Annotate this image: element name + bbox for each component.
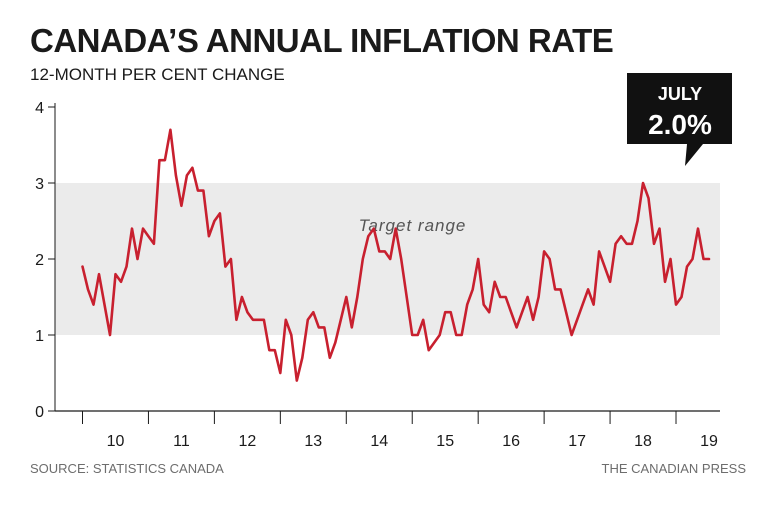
x-tick-label: 16 — [502, 433, 520, 450]
y-tick-label: 0 — [35, 404, 44, 421]
july-callout-box — [627, 73, 732, 166]
x-tick-label: 14 — [370, 433, 388, 450]
x-tick-label: 15 — [436, 433, 454, 450]
y-tick-label: 3 — [35, 176, 44, 193]
target-range-band — [55, 183, 720, 335]
callout-month: JULY — [658, 84, 702, 104]
x-tick-label: 19 — [700, 433, 718, 450]
x-tick-label: 11 — [173, 433, 190, 450]
y-tick-label: 1 — [35, 328, 44, 345]
y-tick-label: 4 — [35, 100, 44, 117]
chart-title: CANADA’S ANNUAL INFLATION RATE — [30, 22, 614, 59]
x-tick-label: 17 — [568, 433, 586, 450]
source-note: SOURCE: STATISTICS CANADA — [30, 461, 224, 476]
x-tick-label: 18 — [634, 433, 652, 450]
credit-note: THE CANADIAN PRESS — [601, 461, 746, 476]
x-tick-label: 12 — [238, 433, 256, 450]
y-tick-label: 2 — [35, 252, 44, 269]
inflation-series-line — [81, 128, 711, 382]
callout-value: 2.0% — [648, 109, 712, 140]
chart-subtitle: 12-MONTH PER CENT CHANGE — [30, 65, 285, 84]
target-range-label: Target range — [359, 216, 467, 235]
x-tick-label: 13 — [304, 433, 322, 450]
x-tick-label: 10 — [107, 433, 125, 450]
